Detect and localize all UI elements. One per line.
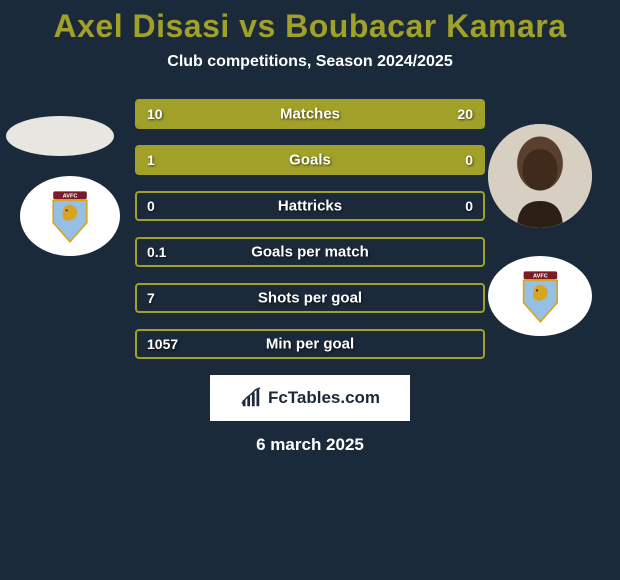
bars-container: 1020Matches10Goals00Hattricks0.1Goals pe…	[135, 99, 485, 359]
stat-row: 1057 Min per goal	[135, 329, 485, 359]
stat-value-left: 1	[147, 152, 155, 168]
title-player1: Axel Disasi	[53, 8, 229, 44]
player2-club-crest: AVFC	[488, 256, 592, 336]
stat-label: Min per goal	[266, 336, 354, 353]
stat-value-left: 0.1	[147, 244, 166, 260]
player-avatar-icon	[488, 124, 592, 228]
svg-text:AVFC: AVFC	[63, 194, 78, 200]
source-label: FcTables.com	[268, 388, 380, 408]
stat-value-right: 0	[465, 152, 473, 168]
player2-avatar	[488, 124, 592, 228]
stat-label: Goals per match	[251, 244, 369, 261]
title-player2: Boubacar Kamara	[285, 8, 566, 44]
subtitle: Club competitions, Season 2024/2025	[0, 53, 620, 71]
stat-value-left: 7	[147, 290, 155, 306]
svg-text:AVFC: AVFC	[533, 274, 548, 280]
title-vs: vs	[239, 8, 276, 44]
player1-club-crest: AVFC	[20, 176, 120, 256]
stat-value-left: 10	[147, 106, 163, 122]
bar-fill-left	[137, 147, 397, 173]
stat-row: 0 0 Hattricks	[135, 191, 485, 221]
source-badge: FcTables.com	[210, 375, 410, 421]
club-crest-icon: AVFC	[35, 188, 105, 244]
stat-value-right: 0	[465, 198, 473, 214]
stat-row: 0.1 Goals per match	[135, 237, 485, 267]
chart-icon	[240, 387, 262, 409]
stat-value-right: 20	[457, 106, 473, 122]
stat-label: Matches	[280, 106, 340, 123]
stat-value-left: 1057	[147, 336, 178, 352]
stat-label: Hattricks	[278, 198, 342, 215]
stat-row: 10 20 Matches	[135, 99, 485, 129]
date-label: 6 march 2025	[0, 435, 620, 455]
stat-label: Shots per goal	[258, 290, 362, 307]
stat-value-left: 0	[147, 198, 155, 214]
page-title: Axel Disasi vs Boubacar Kamara	[0, 8, 620, 45]
stat-row: 1 0 Goals	[135, 145, 485, 175]
player1-avatar-placeholder	[6, 116, 114, 156]
club-crest-icon: AVFC	[504, 268, 577, 324]
stat-row: 7 Shots per goal	[135, 283, 485, 313]
stat-label: Goals	[289, 152, 331, 169]
